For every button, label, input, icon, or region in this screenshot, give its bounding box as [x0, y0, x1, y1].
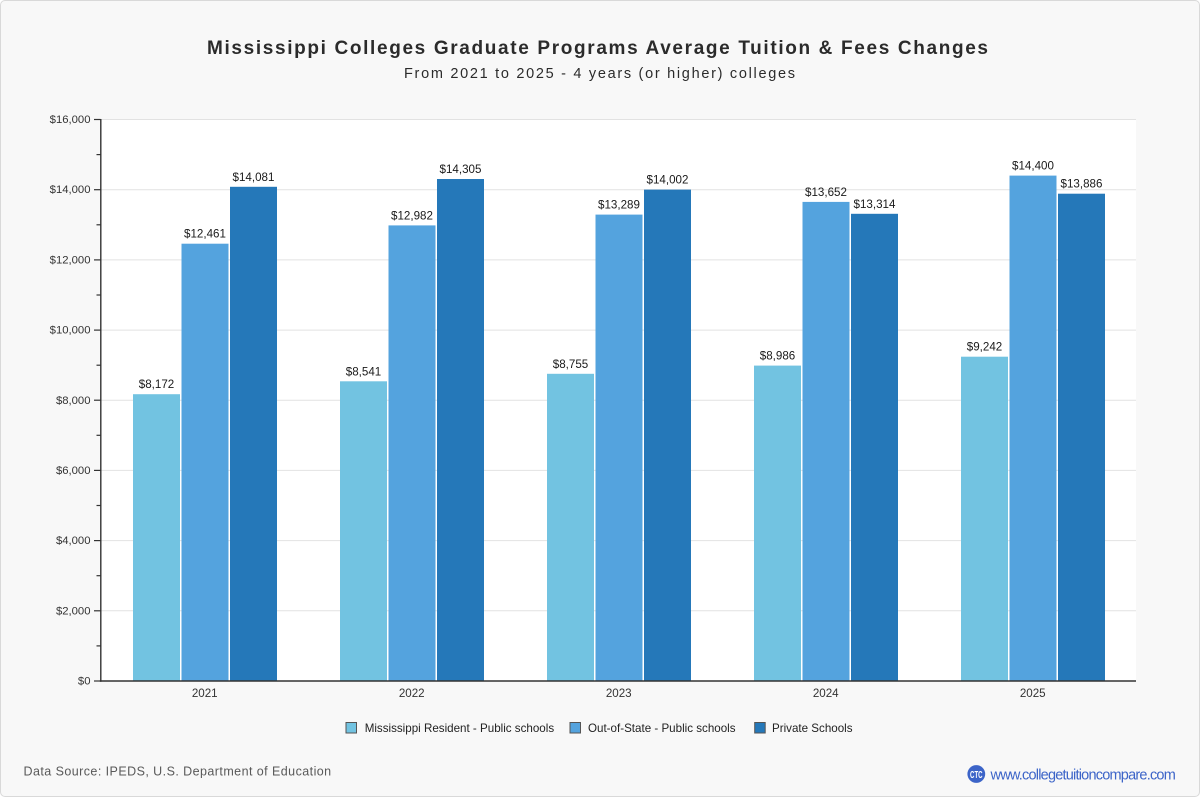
- svg-text:$10,000: $10,000: [50, 325, 91, 337]
- svg-text:2023: 2023: [606, 687, 632, 700]
- svg-text:$14,305: $14,305: [440, 163, 482, 176]
- svg-text:$12,982: $12,982: [391, 209, 433, 222]
- svg-text:2025: 2025: [1020, 687, 1046, 700]
- svg-text:$2,000: $2,000: [56, 605, 91, 617]
- svg-text:$8,172: $8,172: [139, 378, 174, 391]
- svg-text:$16,000: $16,000: [50, 114, 91, 126]
- svg-text:$12,000: $12,000: [50, 254, 91, 266]
- svg-text:$13,652: $13,652: [805, 186, 847, 199]
- svg-text:$13,314: $13,314: [854, 198, 896, 211]
- svg-text:$12,461: $12,461: [184, 228, 226, 241]
- svg-text:Mississippi Resident - Public: Mississippi Resident - Public schools: [365, 722, 555, 735]
- svg-text:$13,289: $13,289: [598, 199, 640, 212]
- svg-text:2022: 2022: [399, 687, 425, 700]
- svg-text:2024: 2024: [813, 687, 839, 700]
- svg-text:CTC: CTC: [970, 769, 983, 781]
- svg-text:Data Source: IPEDS, U.S. Depar: Data Source: IPEDS, U.S. Department of E…: [24, 765, 332, 779]
- svg-text:$8,986: $8,986: [760, 350, 795, 363]
- svg-text:$8,000: $8,000: [56, 395, 91, 407]
- svg-text:From 2021 to 2025 - 4 years (o: From 2021 to 2025 - 4 years (or higher) …: [404, 66, 795, 82]
- svg-text:$9,242: $9,242: [967, 341, 1002, 354]
- svg-text:2021: 2021: [192, 687, 218, 700]
- svg-text:$14,000: $14,000: [50, 184, 91, 196]
- svg-text:Mississippi Colleges Graduate: Mississippi Colleges Graduate Programs A…: [207, 38, 988, 59]
- svg-text:$6,000: $6,000: [56, 465, 91, 477]
- svg-text:$8,755: $8,755: [553, 358, 588, 371]
- svg-text:$14,002: $14,002: [647, 174, 689, 187]
- svg-text:www.collegetuitioncompare.com: www.collegetuitioncompare.com: [990, 768, 1176, 784]
- svg-text:$0: $0: [78, 676, 91, 688]
- svg-text:$4,000: $4,000: [56, 535, 91, 547]
- svg-text:$14,081: $14,081: [233, 171, 275, 184]
- svg-text:$13,886: $13,886: [1061, 178, 1103, 191]
- svg-text:$14,400: $14,400: [1012, 160, 1054, 173]
- svg-text:Private Schools: Private Schools: [772, 722, 853, 735]
- svg-text:$8,541: $8,541: [346, 365, 381, 378]
- svg-text:Out-of-State - Public schools: Out-of-State - Public schools: [588, 722, 736, 735]
